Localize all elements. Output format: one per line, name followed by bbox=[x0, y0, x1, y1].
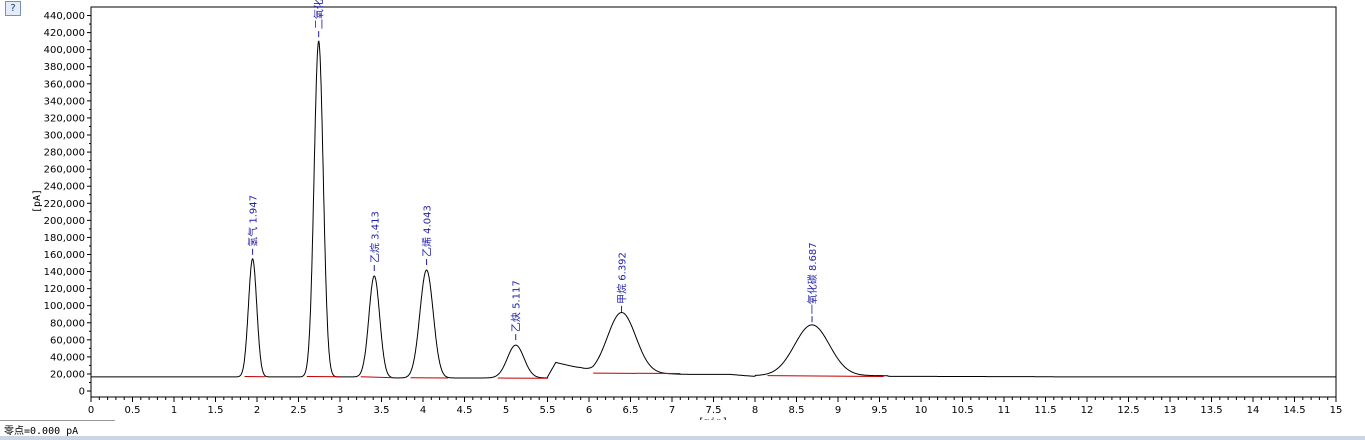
x-tick-label: 13.5 bbox=[1200, 405, 1222, 416]
integration-baseline bbox=[360, 376, 394, 379]
y-tick-label: 60,000 bbox=[50, 335, 85, 346]
x-tick-label: 4.5 bbox=[457, 405, 473, 416]
y-tick-label: 400,000 bbox=[44, 45, 85, 56]
x-tick-label: 12 bbox=[1081, 405, 1094, 416]
y-tick-label: 360,000 bbox=[44, 79, 85, 90]
x-tick-label: 0 bbox=[88, 405, 94, 416]
x-tick-label: 3 bbox=[337, 405, 343, 416]
x-tick-label: 13 bbox=[1164, 405, 1177, 416]
y-tick-label: 440,000 bbox=[44, 11, 85, 22]
x-tick-label: 14 bbox=[1247, 405, 1260, 416]
y-tick-label: 380,000 bbox=[44, 62, 85, 73]
signal-trace bbox=[91, 40, 1336, 379]
peak-label: 甲烷 6.392 bbox=[616, 252, 629, 304]
x-tick-label: 3.5 bbox=[374, 405, 390, 416]
x-tick-label: 12.5 bbox=[1117, 405, 1139, 416]
x-tick-label: 6 bbox=[586, 405, 592, 416]
x-tick-label: 2.5 bbox=[291, 405, 307, 416]
x-tick-label: 8.5 bbox=[789, 405, 805, 416]
x-tick-label: 15 bbox=[1330, 405, 1343, 416]
x-tick-label: 6.5 bbox=[623, 405, 639, 416]
x-tick-label: 4 bbox=[420, 405, 426, 416]
y-tick-label: 260,000 bbox=[44, 165, 85, 176]
peak-label: 氢气 1.947 bbox=[247, 195, 260, 247]
x-tick-label: 2 bbox=[254, 405, 260, 416]
x-tick-label: 5 bbox=[503, 405, 509, 416]
peak-label: 二氧化碳 2.743 bbox=[313, 0, 326, 29]
y-tick-label: 40,000 bbox=[50, 352, 85, 363]
x-tick-label: 14.5 bbox=[1283, 405, 1305, 416]
y-tick-label: 320,000 bbox=[44, 113, 85, 124]
peak-label: 乙炔 5.117 bbox=[511, 280, 523, 332]
y-tick-label: 280,000 bbox=[44, 148, 85, 159]
integration-baseline bbox=[767, 375, 884, 378]
y-tick-label: 340,000 bbox=[44, 96, 85, 107]
x-axis-label: [min] bbox=[698, 417, 728, 420]
y-tick-label: 220,000 bbox=[44, 199, 85, 210]
x-tick-label: 1 bbox=[171, 405, 177, 416]
y-axis-label: [pA] bbox=[32, 189, 43, 213]
y-tick-label: 80,000 bbox=[50, 318, 85, 329]
x-tick-label: 9 bbox=[835, 405, 841, 416]
x-tick-label: 10 bbox=[915, 405, 928, 416]
x-tick-label: 8 bbox=[752, 405, 758, 416]
x-tick-label: 10.5 bbox=[951, 405, 973, 416]
y-tick-label: 240,000 bbox=[44, 182, 85, 193]
peak-label: 乙烷 3.413 bbox=[368, 211, 381, 263]
y-tick-label: 100,000 bbox=[44, 301, 85, 312]
x-tick-label: 5.5 bbox=[540, 405, 556, 416]
x-tick-label: 1.5 bbox=[208, 405, 224, 416]
x-tick-label: 11.5 bbox=[1034, 405, 1056, 416]
y-tick-label: 140,000 bbox=[44, 267, 85, 278]
y-tick-label: 300,000 bbox=[44, 131, 85, 142]
plot-frame bbox=[90, 6, 1337, 398]
x-tick-label: 7.5 bbox=[706, 405, 722, 416]
zero-point-status: 零点=0.000 pA bbox=[4, 426, 79, 437]
y-tick-label: 0 bbox=[79, 387, 85, 398]
x-tick-label: 0.5 bbox=[125, 405, 141, 416]
y-tick-label: 420,000 bbox=[44, 28, 85, 39]
x-tick-label: 9.5 bbox=[872, 405, 888, 416]
peak-label: 一氧化碳 8.687 bbox=[806, 242, 819, 314]
bottom-strip bbox=[0, 436, 1365, 440]
y-tick-label: 120,000 bbox=[44, 284, 85, 295]
x-tick-label: 11 bbox=[998, 405, 1011, 416]
y-tick-label: 180,000 bbox=[44, 233, 85, 244]
y-tick-label: 20,000 bbox=[50, 369, 85, 380]
footer-divider bbox=[0, 420, 115, 421]
peak-label: 乙烯 4.043 bbox=[421, 205, 434, 257]
help-button[interactable]: ? bbox=[5, 1, 21, 16]
y-tick-label: 200,000 bbox=[44, 216, 85, 227]
y-tick-label: 160,000 bbox=[44, 250, 85, 261]
chromatogram-chart: 0 20,000 40,000 60,000 80,000 100,000 120,000 1… bbox=[32, 0, 1343, 420]
x-tick-label: 7 bbox=[669, 405, 675, 416]
